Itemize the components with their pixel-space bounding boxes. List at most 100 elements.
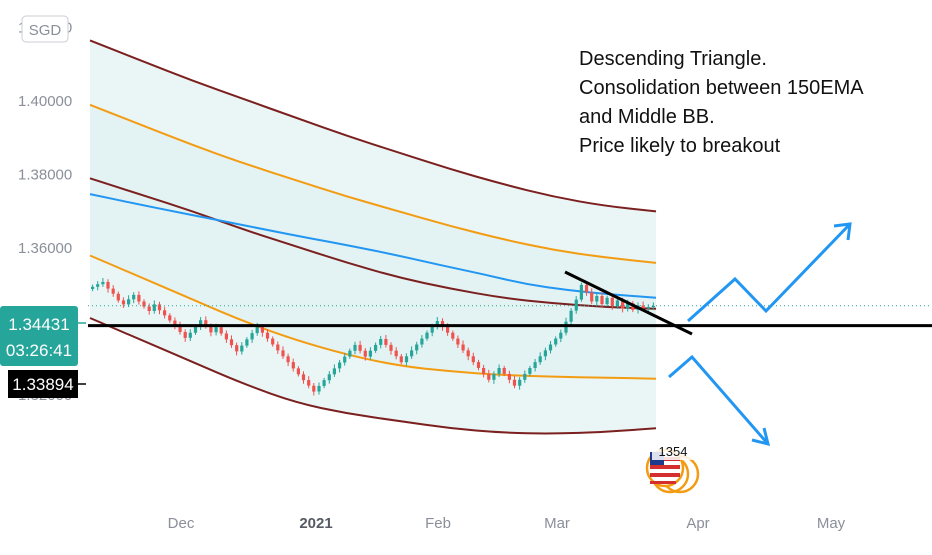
candle [301,371,306,384]
candle-body [245,339,249,346]
currency-badge[interactable]: SGD [21,15,69,43]
bb-upper-inner-line [89,103,657,264]
descending-trendline[interactable] [564,270,693,336]
candle [379,335,383,349]
candle-body [265,332,270,339]
candle-body [291,362,295,369]
candle [512,375,517,389]
candle-body [389,344,393,351]
candle [132,292,136,304]
x-tick-label: Feb [425,515,451,532]
candle-body [492,373,496,380]
candle [250,330,254,343]
candle [245,337,249,348]
currency-badge-label: SGD [29,22,62,39]
note-line: and Middle BB. [579,106,715,128]
candle-body [538,356,542,363]
candle-body [461,344,465,351]
candle [168,313,172,323]
candle [183,329,187,342]
candle [420,335,424,348]
y-tick-label: 1.38000 [18,167,72,184]
candle-body [235,345,239,352]
candle-body [641,305,645,309]
candle-body [626,303,630,309]
candle [610,294,614,310]
candle [605,295,609,307]
candle-body [296,368,300,375]
candle-body [142,301,146,307]
candle-body [121,300,126,305]
bullish-arrowhead [833,222,852,241]
support-price-tag[interactable]: 1.33894 [8,370,86,398]
candle-body [605,297,609,305]
economic-event-marker[interactable]: 1354 [645,440,700,494]
candle [296,366,300,377]
candle [368,347,372,360]
candle-body [384,339,388,345]
candle-body [482,368,486,374]
candle-body [554,338,558,345]
ema150-line [89,193,657,299]
candle-body [476,362,481,368]
candle [358,340,362,354]
candle [229,335,234,348]
candle [127,295,131,308]
candle [265,329,270,342]
candle-body [533,362,537,368]
bullish-projection-arrow[interactable] [687,222,852,323]
candle [281,346,285,359]
candle [363,348,367,361]
candle [173,317,177,330]
candle-body [209,326,213,333]
current-price-tag[interactable]: 1.34431 03:26:41 [0,306,86,366]
candle [471,352,475,366]
candle [224,330,228,343]
candle-body [610,297,614,307]
candle-body [523,373,527,380]
candle-body [312,385,316,392]
bb-lower-outer-line [89,317,657,435]
candle-body [456,338,460,345]
candle [548,341,553,354]
candle-body [260,326,264,333]
support-price-value: 1.33894 [12,375,73,394]
candle [91,284,95,292]
candle [502,365,506,377]
candle-body [446,326,450,333]
candle-body [579,284,583,300]
candle [240,342,244,355]
bearish-projection-arrow[interactable] [668,354,770,445]
candle-body [374,344,378,351]
candle-body [91,286,95,289]
candle [338,359,342,373]
candle [188,329,192,341]
candle-body [229,339,234,346]
candle [600,292,604,308]
candle-body [307,380,311,386]
candle [543,347,547,361]
candle [435,317,439,330]
candle [116,291,120,303]
candle-body [548,344,553,351]
candle-body [343,356,347,363]
candle [476,359,481,371]
candle [554,336,558,347]
candle [353,341,357,355]
candle [497,364,501,377]
candle-body [471,356,475,363]
candle-body [224,333,228,340]
candle [322,377,326,389]
candle-body [353,344,357,351]
candle-body [157,304,162,311]
candle-body [286,356,290,363]
candle [410,346,414,359]
candle [538,352,542,365]
candle [276,341,280,354]
candle-body [132,294,136,300]
candle-body [106,282,110,289]
candle-body [301,374,306,381]
candle-body [276,344,280,351]
candle [348,348,352,359]
